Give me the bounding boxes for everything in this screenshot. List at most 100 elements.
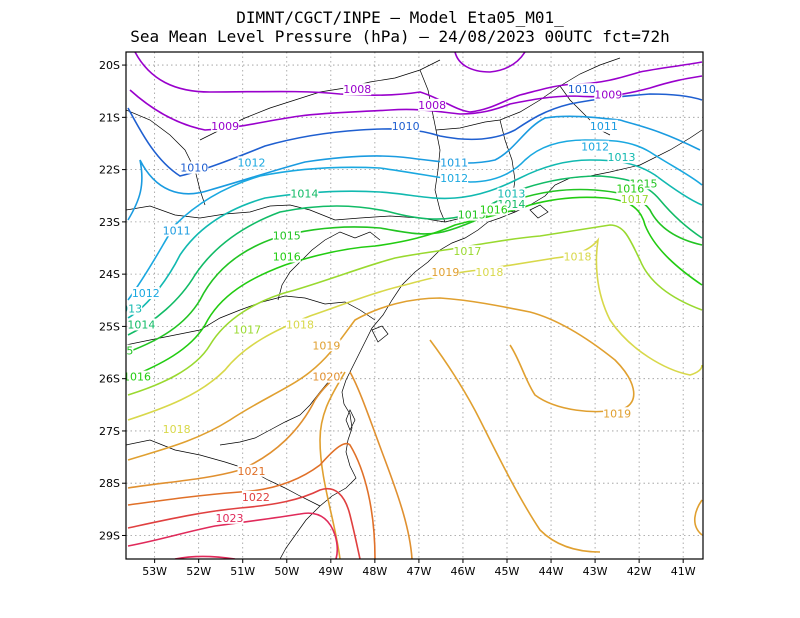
isobar-1019c [429, 339, 601, 553]
lon-tick-label: 47W [406, 565, 431, 578]
isobar-1021 [127, 442, 376, 559]
lat-tick-label: 24S [99, 268, 120, 281]
contour-label: 1011 [163, 224, 191, 237]
state-border [126, 439, 321, 507]
contour-label-bg [290, 187, 319, 200]
contour-labels: 1008100810091009101010101010101110111011… [105, 83, 658, 525]
contour-label-bg [391, 119, 420, 132]
state-border [126, 204, 516, 223]
contour-label-bg [581, 140, 610, 153]
contour-label-bg [162, 224, 191, 237]
contour-label-bg [241, 490, 270, 503]
contour-label: 1018 [163, 423, 191, 436]
contour-label-bg [440, 156, 469, 169]
contour-label-bg [567, 83, 596, 96]
contour-label-bg [285, 318, 314, 331]
contour-label-bg [607, 151, 636, 164]
state-border [277, 231, 381, 301]
contour-label-bg [272, 250, 301, 263]
contour-label-bg [272, 229, 301, 242]
isobar-1020b [349, 371, 413, 559]
contour-label: 1011 [440, 156, 468, 169]
contour-label-bg [457, 208, 486, 221]
state-border [126, 109, 206, 206]
lon-tick-label: 41W [671, 565, 696, 578]
contour-label-bg [312, 370, 341, 383]
state-border [126, 295, 376, 346]
contour-label: 1013 [114, 303, 142, 316]
contour-label: 1018 [563, 250, 591, 263]
contour-label: 1012 [440, 172, 468, 185]
lat-tick-label: 29S [99, 529, 120, 542]
contour-label: 1016 [480, 203, 508, 216]
contour-label-bg [475, 266, 504, 279]
contour-label: 1022 [242, 491, 270, 504]
contour-label-bg [180, 161, 209, 174]
contour-label-bg [126, 370, 152, 383]
contour-label-bg [126, 302, 143, 315]
lat-tick-label: 21S [99, 111, 120, 124]
contour-label: 1009 [594, 88, 622, 101]
coastline [279, 129, 703, 559]
contour-label-bg [126, 344, 134, 357]
isobar-1019 [127, 297, 635, 461]
lon-tick-label: 43W [583, 565, 608, 578]
axis-ticks: 20S 21S 22S 23S 24S 25S 26S 27S 28S 29S 53W 52W 51W 5… [99, 59, 696, 578]
contour-label: 1019 [603, 407, 631, 420]
contour-label: 1016 [616, 183, 644, 196]
lon-tick-label: 50W [274, 565, 299, 578]
coastline-borders [126, 57, 703, 559]
isobar-1023b [174, 555, 236, 559]
contour-label: 1016 [273, 250, 301, 263]
contour-label-bg [563, 250, 592, 263]
contour-label: 1013 [608, 151, 636, 164]
contour-label-bg [312, 339, 341, 352]
contour-label-bg [453, 245, 482, 258]
contour-label: 1015 [458, 209, 486, 222]
contour-label: 1008 [418, 99, 446, 112]
lat-tick-label: 25S [99, 320, 120, 333]
contour-label-bg [233, 323, 262, 336]
lon-tick-label: 45W [495, 565, 520, 578]
contour-label-bg [431, 266, 460, 279]
contour-label: 1015 [105, 345, 133, 358]
lon-tick-label: 51W [230, 565, 255, 578]
contour-label: 1012 [132, 287, 160, 300]
lat-tick-label: 23S [99, 216, 120, 229]
isobar-1008b [454, 52, 526, 73]
isobar-1011 [127, 115, 701, 221]
contour-label-bg [237, 464, 266, 477]
lat-tick-label: 26S [99, 373, 120, 386]
lat-tick-label: 28S [99, 477, 120, 490]
contour-label: 1010 [180, 162, 208, 175]
grid-lines [126, 52, 703, 559]
contour-label-bg [127, 318, 156, 331]
isobar-1018 [127, 237, 703, 421]
isobar-1019d [694, 499, 703, 536]
lat-tick-label: 20S [99, 59, 120, 72]
contour-label: 1012 [238, 156, 266, 169]
contour-label-bg [497, 187, 526, 200]
contour-label-bg [620, 192, 649, 205]
contour-label-bg [211, 119, 240, 132]
contour-label: 1021 [238, 465, 266, 478]
contour-label: 1012 [581, 141, 609, 154]
contour-label: 1017 [621, 193, 649, 206]
contour-label: 1011 [590, 120, 618, 133]
contour-label-bg [440, 172, 469, 185]
lon-tick-label: 48W [362, 565, 387, 578]
contour-label-bg [237, 156, 266, 169]
isobar-1022 [127, 488, 361, 559]
map-frame [125, 51, 704, 560]
lon-tick-label: 44W [539, 565, 564, 578]
contour-label: 1019 [312, 339, 340, 352]
contour-label: 1008 [343, 83, 371, 96]
lon-tick-label: 42W [627, 565, 652, 578]
state-border [219, 371, 341, 446]
contour-label-bg [215, 511, 244, 524]
lon-tick-label: 49W [318, 565, 343, 578]
lon-tick-label: 52W [186, 565, 211, 578]
contour-label: 1019 [431, 266, 459, 279]
contour-label: 1016 [123, 371, 151, 384]
contour-label: 1009 [211, 120, 239, 133]
